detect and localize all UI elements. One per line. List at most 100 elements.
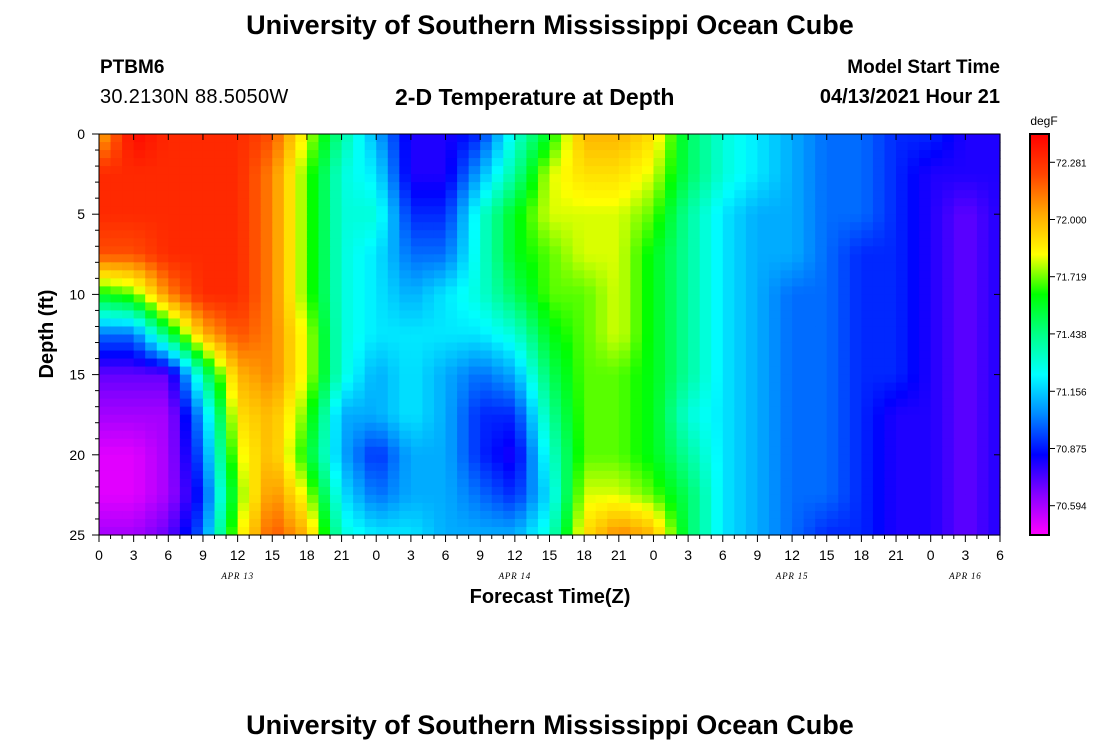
heatmap-cell (168, 198, 181, 207)
heatmap-cell (168, 438, 181, 448)
heatmap-cell (226, 270, 239, 279)
heatmap-cell (422, 398, 435, 408)
heatmap-cell (260, 526, 273, 536)
heatmap-cell (330, 238, 343, 247)
heatmap-cell (988, 334, 1001, 344)
heatmap-cell (168, 398, 181, 408)
heatmap-cell (514, 390, 527, 400)
heatmap-cell (214, 406, 227, 416)
heatmap-cell (145, 518, 158, 528)
heatmap-cell (942, 414, 955, 424)
heatmap-cell (503, 286, 516, 295)
heatmap-cell (110, 462, 123, 472)
heatmap-cell (780, 406, 793, 416)
heatmap-cell (953, 374, 966, 384)
heatmap-cell (803, 166, 816, 175)
heatmap-cell (353, 286, 366, 295)
heatmap-cell (202, 406, 216, 416)
heatmap-cell (214, 350, 227, 360)
heatmap-cell (919, 470, 932, 480)
heatmap-cell (480, 454, 493, 464)
heatmap-cell (283, 374, 296, 384)
heatmap-cell (630, 382, 643, 392)
heatmap-cell (815, 414, 828, 424)
heatmap-cell (861, 462, 874, 472)
heatmap-cell (549, 206, 562, 215)
heatmap-cell (457, 262, 470, 271)
heatmap-cell (942, 342, 955, 352)
heatmap-cell (387, 238, 400, 247)
x-tick-label: 6 (164, 547, 172, 563)
heatmap-cell (376, 246, 389, 255)
colorbar-tick-label: 70.594 (1056, 502, 1087, 513)
heatmap-cell (364, 310, 377, 320)
heatmap-cell (341, 318, 354, 328)
heatmap-cell (595, 366, 608, 376)
heatmap-cell (433, 414, 447, 424)
heatmap-cell (364, 246, 377, 255)
heatmap-cell (226, 158, 239, 167)
heatmap-cell (295, 366, 308, 376)
heatmap-cell (607, 494, 620, 504)
heatmap-cell (214, 254, 227, 263)
heatmap-cell (584, 326, 597, 336)
heatmap-cell (826, 254, 839, 263)
heatmap-cell (122, 142, 135, 151)
heatmap-cell (665, 486, 678, 496)
heatmap-cell (410, 334, 424, 344)
heatmap-cell (722, 518, 735, 528)
heatmap-cell (110, 454, 123, 464)
heatmap-cell (179, 510, 193, 520)
heatmap-cell (907, 454, 920, 464)
heatmap-cell (491, 478, 504, 488)
heatmap-cell (907, 142, 920, 151)
heatmap-cell (722, 478, 735, 488)
heatmap-cell (803, 358, 816, 368)
heatmap-cell (480, 350, 493, 360)
heatmap-cell (433, 398, 447, 408)
heatmap-cell (988, 254, 1001, 263)
heatmap-cell (838, 382, 851, 392)
heatmap-cell (699, 142, 712, 151)
heatmap-cell (237, 254, 250, 263)
heatmap-cell (976, 190, 990, 199)
heatmap-cell (757, 502, 770, 512)
heatmap-cell (838, 342, 851, 352)
heatmap-cell (99, 518, 112, 528)
heatmap-cell (237, 526, 250, 536)
heatmap-cell (907, 238, 920, 247)
heatmap-cell (445, 214, 458, 223)
heatmap-cell (641, 294, 655, 304)
heatmap-cell (283, 158, 296, 167)
heatmap-cell (676, 230, 689, 239)
heatmap-cell (665, 326, 678, 336)
heatmap-cell (815, 334, 828, 344)
heatmap-cell (433, 318, 447, 328)
heatmap-cell (780, 486, 793, 496)
heatmap-cell (549, 374, 562, 384)
heatmap-cell (711, 406, 724, 416)
heatmap-cell (168, 246, 181, 255)
heatmap-cell (896, 270, 909, 279)
heatmap-cell (549, 438, 562, 448)
heatmap-cell (145, 254, 158, 263)
heatmap-cell (99, 158, 112, 167)
heatmap-cell (445, 262, 458, 271)
heatmap-cell (122, 390, 135, 400)
heatmap-cell (676, 214, 689, 223)
heatmap-cell (607, 238, 620, 247)
heatmap-cell (330, 398, 343, 408)
heatmap-cell (907, 230, 920, 239)
heatmap-cell (122, 526, 135, 536)
heatmap-cell (99, 462, 112, 472)
heatmap-cell (595, 342, 608, 352)
heatmap-cell (283, 502, 296, 512)
heatmap-cell (145, 326, 158, 336)
heatmap-cell (849, 438, 862, 448)
heatmap-cell (919, 166, 932, 175)
heatmap-cell (595, 486, 608, 496)
heatmap-cell (872, 438, 886, 448)
heatmap-cell (514, 214, 527, 223)
heatmap-cell (792, 374, 805, 384)
heatmap-cell (249, 190, 262, 199)
